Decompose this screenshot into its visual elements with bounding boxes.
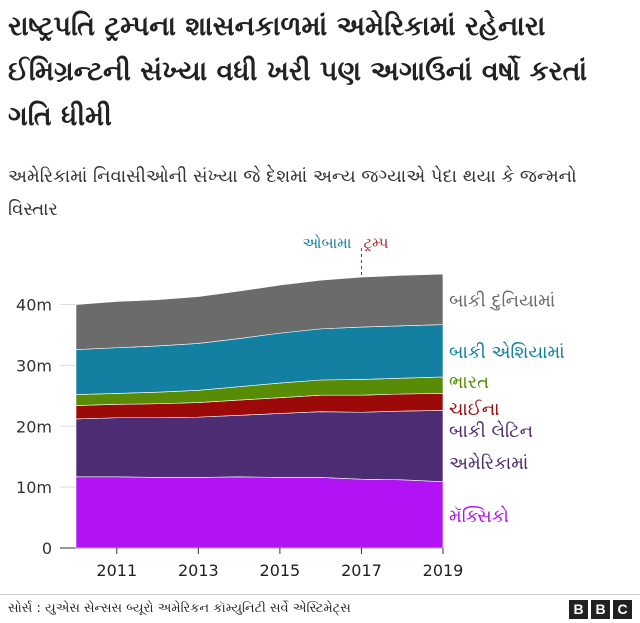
logo-letter: B (591, 600, 610, 619)
series-label: બાકી દુનિયામાં (449, 290, 555, 311)
series-label-line: બાકી દુનિયામાં (449, 290, 555, 311)
y-tick-label: 10m (16, 478, 52, 497)
y-tick-label: 40m (16, 296, 52, 315)
area-series (75, 410, 444, 482)
stacked-area-chart: 0 10m 20m 30m 40m 2011 2013 2015 2017 2019 બાકી દ… (16, 234, 565, 580)
series-label: ભારત (449, 372, 489, 393)
y-tick-label: 30m (16, 356, 52, 375)
x-tick-label: 2015 (260, 561, 301, 580)
series-labels: બાકી દુનિયામાં બાકી એશિયામાં ભારત ચાઈનાબાકી… (449, 290, 565, 526)
y-tick-label: 0 (42, 539, 52, 558)
area-series (75, 273, 444, 350)
area-series (75, 476, 444, 549)
annotation-label: ટ્રમ્પ (363, 234, 388, 252)
series-label-line: ભારત (449, 372, 489, 393)
y-tick-label: 20m (16, 417, 52, 436)
series-label-line: બાકી એશિયામાં (449, 342, 565, 363)
logo-letter: B (569, 600, 588, 619)
source-note: સોર્સ : યુએસ સેન્સસ બ્યૂરો અમેરિકન કૉમ્ય… (8, 601, 351, 616)
series-label-line: અમેરિકામાં (449, 453, 528, 474)
series-label-line: ચાઈના (449, 399, 500, 420)
series-label: બાકી લેટિન અમેરિકામાં (449, 421, 533, 474)
series-label: બાકી એશિયામાં (449, 342, 565, 363)
x-tick-label: 2017 (341, 561, 382, 580)
series-label-line: બાકી લેટિન (449, 421, 533, 442)
area-series (75, 273, 444, 549)
series-label-line: મૅક્સિકો (449, 504, 509, 526)
annotations: ઓબામા ટ્રમ્પ (302, 234, 389, 278)
series-label: ચાઈના (449, 399, 500, 420)
logo-letter: C (613, 600, 632, 619)
x-tick-label: 2019 (423, 561, 464, 580)
chart-title: રાષ્ટ્રપતિ ટ્રમ્પના શાસનકાળમાં અમેરિકામા… (8, 11, 588, 132)
annotation-label: ઓબામા (302, 234, 351, 252)
bbc-logo: B B C (569, 600, 632, 619)
x-tick-label: 2011 (96, 561, 137, 580)
axes: 0 10m 20m 30m 40m 2011 2013 2015 2017 2019 (16, 296, 463, 580)
series-label: મૅક્સિકો (449, 504, 509, 526)
footer: સોર્સ : યુએસ સેન્સસ બ્યૂરો અમેરિકન કૉમ્ય… (0, 594, 640, 623)
x-tick-label: 2013 (178, 561, 219, 580)
chart-subtitle: અમેરિકામાં નિવાસીઓની સંખ્યા જે દેશમાં અન… (8, 166, 577, 220)
